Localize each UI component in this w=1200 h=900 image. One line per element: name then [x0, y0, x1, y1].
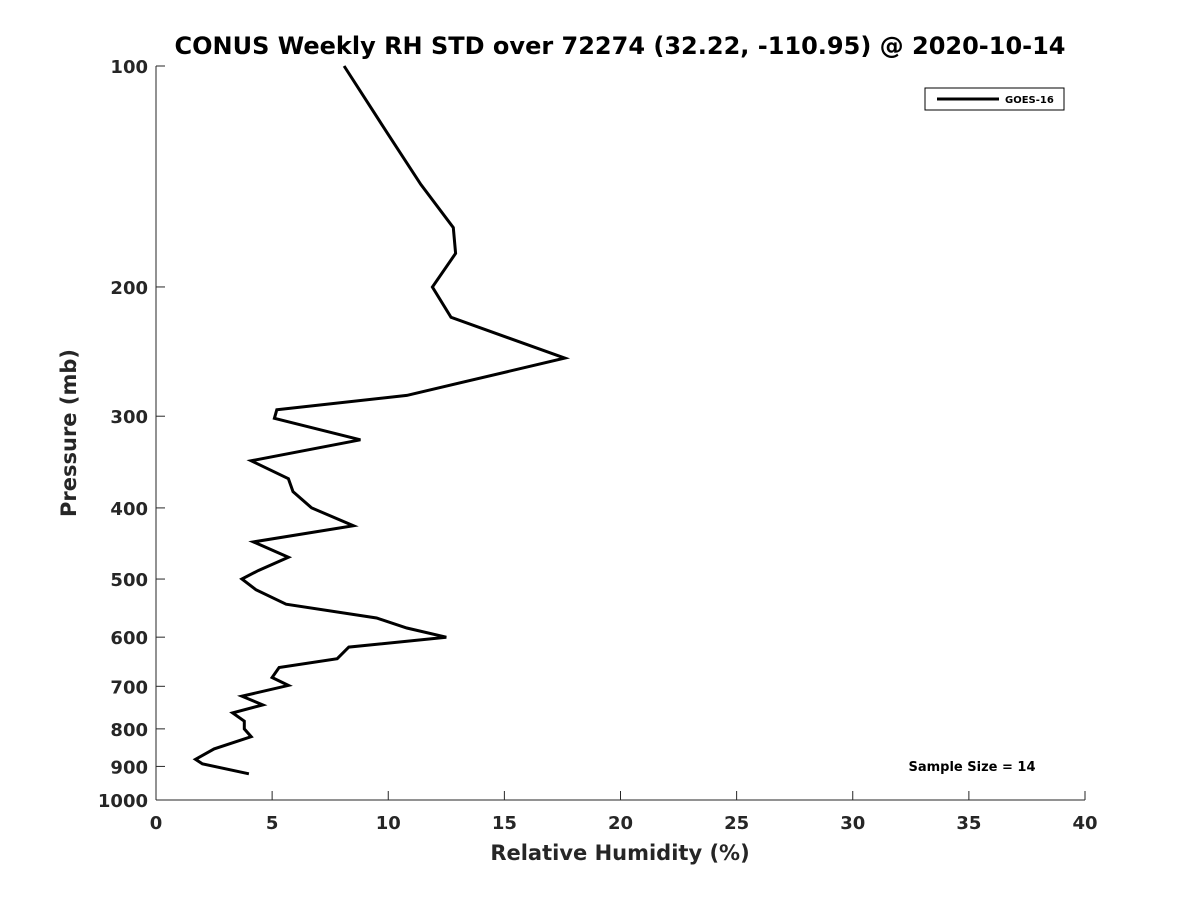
- x-tick-label: 5: [266, 813, 279, 834]
- x-tick-label: 35: [956, 813, 981, 834]
- y-tick-label: 700: [110, 677, 148, 698]
- plot-area: [192, 65, 571, 776]
- y-tick-label: 200: [110, 278, 148, 299]
- y-tick-label: 600: [110, 628, 148, 649]
- y-tick-label: 400: [110, 499, 148, 520]
- x-axis-label: Relative Humidity (%): [490, 841, 749, 865]
- x-tick-label: 15: [492, 813, 517, 834]
- axes: 0 5 10 15 20 25 30 35 40 100 200 300 400 500 600 700 800…: [98, 57, 1098, 834]
- chart-title: CONUS Weekly RH STD over 72274 (32.22, -…: [174, 32, 1065, 60]
- y-tick-label: 900: [110, 757, 148, 778]
- x-tick-label: 10: [376, 813, 401, 834]
- y-tick-label: 500: [110, 570, 148, 591]
- y-axis-label: Pressure (mb): [57, 349, 81, 517]
- x-tick-label: 40: [1072, 813, 1097, 834]
- legend-entry-goes-16: GOES-16: [1005, 95, 1054, 106]
- series-line-goes-16: [192, 65, 571, 776]
- y-tick-label: 1000: [98, 791, 148, 812]
- legend: GOES-16: [924, 87, 1065, 111]
- sample-size-annotation: Sample Size = 14: [908, 760, 1035, 775]
- x-tick-label: 0: [150, 813, 163, 834]
- x-tick-label: 20: [608, 813, 633, 834]
- x-tick-label: 25: [724, 813, 749, 834]
- x-tick-label: 30: [840, 813, 865, 834]
- y-tick-label: 100: [110, 57, 148, 78]
- y-tick-label: 300: [110, 407, 148, 428]
- y-tick-label: 800: [110, 720, 148, 741]
